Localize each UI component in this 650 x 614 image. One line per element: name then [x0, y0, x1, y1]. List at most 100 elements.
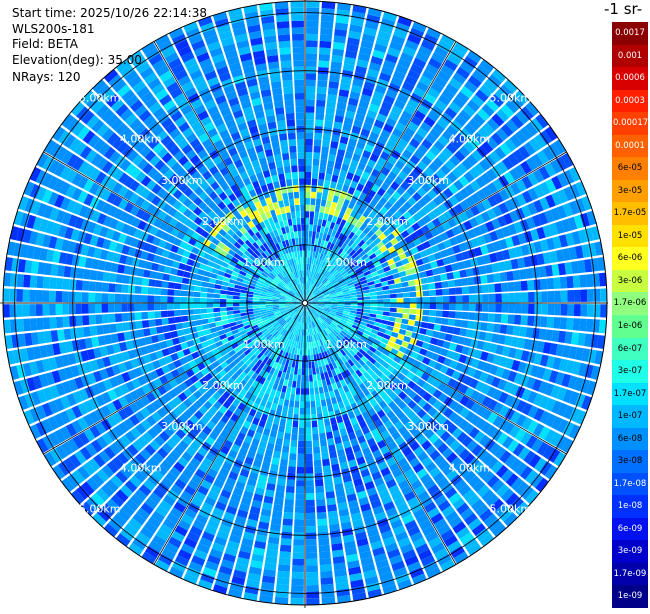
ppi-gate: [135, 321, 143, 329]
ppi-gate: [316, 492, 325, 499]
ppi-gate: [547, 278, 554, 289]
ppi-gate: [154, 304, 161, 311]
ppi-gate: [331, 543, 343, 551]
ppi-gate: [459, 270, 467, 278]
ppi-gate: [287, 413, 293, 420]
ppi-gate: [275, 491, 284, 499]
ppi-gate: [42, 304, 49, 316]
ppi-gate: [279, 551, 291, 558]
ppi-gate: [306, 454, 313, 461]
ppi-gate: [226, 303, 233, 307]
ppi-gate: [344, 303, 351, 305]
ppi-gate: [115, 284, 122, 293]
ppi-gate: [508, 282, 515, 292]
ppi-gate: [313, 152, 320, 159]
ppi-gate: [461, 320, 469, 328]
ppi-gate: [329, 75, 340, 83]
ppi-gate: [122, 275, 130, 284]
ppi-gate: [469, 304, 476, 312]
ppi-gate: [115, 294, 122, 303]
ppi-gate: [305, 401, 310, 408]
ppi-gate: [294, 533, 305, 540]
ppi-gate: [566, 318, 573, 330]
ppi-gate: [377, 299, 384, 303]
ppi-gate: [318, 74, 329, 81]
ppi-gate: [403, 298, 410, 303]
ppi-gate: [285, 492, 294, 499]
ppi-gate: [306, 8, 319, 15]
ppi-gate: [306, 119, 314, 126]
ppi-gate: [481, 285, 488, 294]
ppi-gate: [220, 303, 227, 307]
ppi-gate: [137, 268, 145, 277]
ppi-gate: [574, 290, 581, 302]
ppi-gate: [220, 307, 227, 311]
ppi-gate: [295, 513, 305, 520]
ppi-gate: [148, 312, 155, 319]
ppi-gate: [396, 308, 403, 313]
ppi-gate: [95, 282, 102, 292]
ppi-gate: [161, 304, 168, 310]
ppi-gate: [279, 465, 287, 473]
ppi-gate: [441, 318, 448, 325]
ppi-gate: [292, 559, 304, 566]
ppi-gate: [403, 309, 410, 314]
ppi-gate: [417, 297, 424, 302]
ppi-gate: [305, 415, 310, 422]
ppi-gate: [306, 21, 319, 28]
ppi-gate: [306, 172, 312, 179]
ppi-gate: [528, 292, 535, 302]
ppi-gate: [390, 308, 397, 312]
ppi-gate: [321, 21, 334, 29]
ppi-gate: [586, 274, 594, 287]
ppi-gate: [200, 303, 207, 308]
ppi-gate: [321, 153, 328, 160]
ppi-gate: [89, 315, 96, 325]
ppi-gate: [390, 303, 397, 307]
ppi-gate: [289, 460, 297, 467]
ppi-gate: [553, 277, 560, 289]
ppi-gate: [312, 421, 318, 428]
ppi-gate: [331, 62, 342, 70]
ppi-gate: [397, 303, 404, 307]
ppi-gate: [521, 281, 528, 291]
ppi-gate: [303, 349, 305, 356]
ppi-gate: [580, 289, 587, 302]
ppi-gate: [306, 546, 317, 553]
ppi-gate: [384, 303, 391, 307]
ppi-gate: [259, 301, 266, 303]
ppi-gate: [328, 511, 338, 519]
ppi-gate: [143, 270, 151, 278]
ppi-gate: [75, 292, 82, 302]
ppi-gate: [148, 279, 155, 287]
ppi-gate: [233, 300, 240, 303]
ppi-gate: [521, 304, 528, 314]
ppi-gate: [314, 133, 322, 140]
ppi-gate: [137, 329, 145, 338]
ppi-gate: [161, 311, 168, 318]
ppi-gate: [283, 519, 293, 526]
ppi-gate: [462, 312, 469, 320]
ppi-gate: [63, 279, 70, 290]
ppi-gate: [148, 319, 155, 327]
ppi-gate: [422, 284, 429, 290]
ppi-gate: [377, 295, 384, 299]
ppi-gate: [306, 493, 315, 500]
ppi-gate: [501, 314, 508, 323]
ppi-gate: [455, 312, 462, 319]
ppi-gate: [320, 571, 333, 579]
ppi-gate: [175, 317, 182, 324]
ppi-gate: [309, 218, 313, 225]
ppi-gate: [193, 303, 200, 308]
ppi-gate: [280, 459, 288, 467]
ppi-gate: [306, 106, 315, 113]
ppi-gate: [115, 313, 122, 322]
ppi-gate: [156, 326, 164, 334]
ppi-gate: [314, 466, 322, 473]
ppi-gate: [187, 291, 194, 297]
ppi-gate: [314, 453, 321, 460]
ppi-gate: [573, 318, 581, 331]
ppi-gate: [441, 281, 448, 288]
ppi-gate: [220, 294, 227, 298]
ppi-gate: [306, 572, 318, 579]
